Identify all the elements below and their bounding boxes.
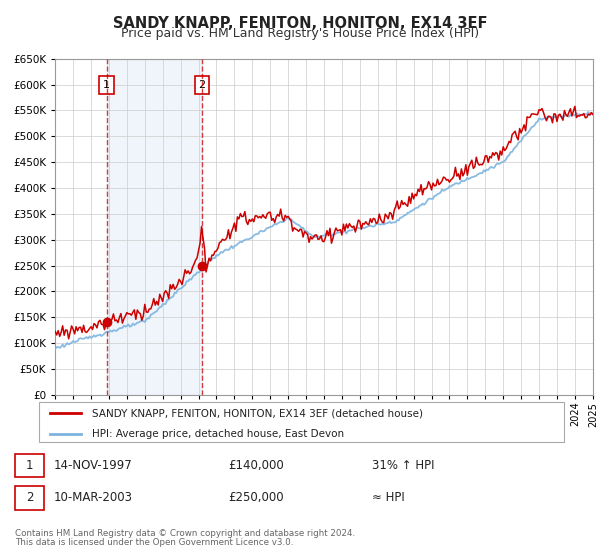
Text: £140,000: £140,000 [228, 459, 284, 472]
Text: HPI: Average price, detached house, East Devon: HPI: Average price, detached house, East… [91, 428, 344, 438]
Text: SANDY KNAPP, FENITON, HONITON, EX14 3EF (detached house): SANDY KNAPP, FENITON, HONITON, EX14 3EF … [91, 408, 422, 418]
Text: This data is licensed under the Open Government Licence v3.0.: This data is licensed under the Open Gov… [15, 538, 293, 547]
Text: Price paid vs. HM Land Registry's House Price Index (HPI): Price paid vs. HM Land Registry's House … [121, 27, 479, 40]
Text: 31% ↑ HPI: 31% ↑ HPI [372, 459, 434, 472]
Text: 2: 2 [199, 80, 206, 90]
Text: ≈ HPI: ≈ HPI [372, 491, 405, 505]
Text: 10-MAR-2003: 10-MAR-2003 [54, 491, 133, 505]
FancyBboxPatch shape [39, 402, 564, 442]
Text: Contains HM Land Registry data © Crown copyright and database right 2024.: Contains HM Land Registry data © Crown c… [15, 529, 355, 538]
Text: 1: 1 [103, 80, 110, 90]
Text: £250,000: £250,000 [228, 491, 284, 505]
Text: 14-NOV-1997: 14-NOV-1997 [54, 459, 133, 472]
Text: 1: 1 [26, 459, 33, 472]
Bar [107, 59, 202, 395]
Text: 2: 2 [26, 491, 33, 505]
Text: SANDY KNAPP, FENITON, HONITON, EX14 3EF: SANDY KNAPP, FENITON, HONITON, EX14 3EF [113, 16, 487, 31]
